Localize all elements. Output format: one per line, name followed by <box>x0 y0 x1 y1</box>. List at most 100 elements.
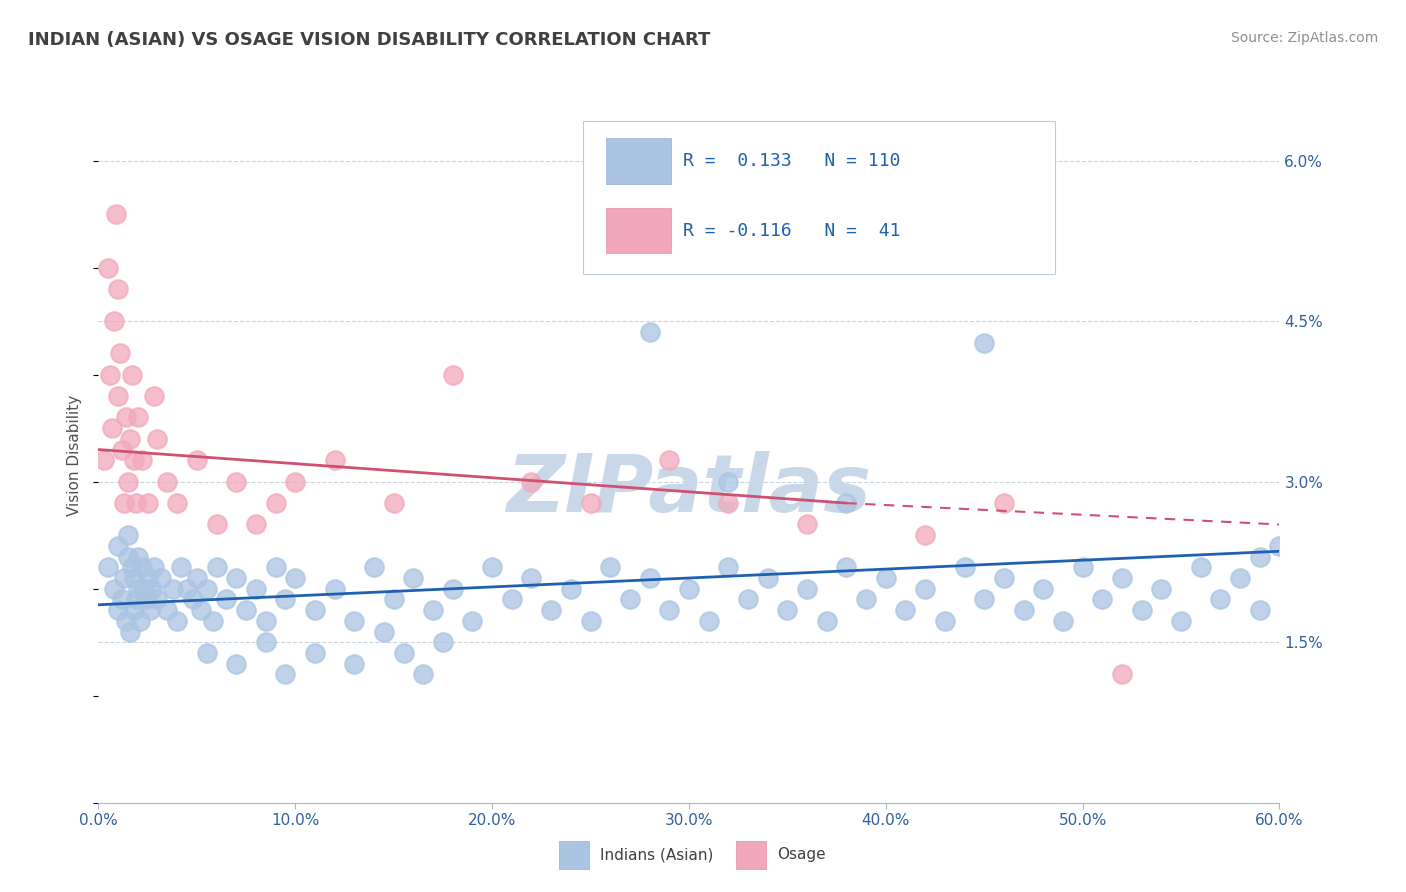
Point <box>97 560 120 574</box>
Point <box>441 368 464 382</box>
Text: Source: ZipAtlas.com: Source: ZipAtlas.com <box>1230 31 1378 45</box>
Point <box>776 603 799 617</box>
Point <box>205 560 228 574</box>
Point <box>934 614 956 628</box>
Point <box>717 560 740 574</box>
Point <box>1249 549 1271 564</box>
Point <box>225 475 247 489</box>
Point <box>697 614 720 628</box>
Y-axis label: Vision Disability: Vision Disability <box>67 394 83 516</box>
Point <box>1111 667 1133 681</box>
Point <box>107 389 129 403</box>
Point <box>225 571 247 585</box>
Point <box>108 346 131 360</box>
Point <box>245 582 267 596</box>
Point <box>122 453 145 467</box>
Point <box>894 603 917 617</box>
Point <box>264 560 287 574</box>
Point <box>132 582 155 596</box>
Point <box>638 325 661 339</box>
Point <box>323 582 346 596</box>
Point <box>107 282 129 296</box>
Point <box>579 614 602 628</box>
Point <box>1229 571 1251 585</box>
Point <box>284 571 307 585</box>
Point <box>520 475 543 489</box>
Point <box>103 582 125 596</box>
Point <box>343 614 366 628</box>
Point <box>304 603 326 617</box>
Point <box>796 517 818 532</box>
Point <box>107 539 129 553</box>
Point <box>101 421 124 435</box>
Point <box>756 571 779 585</box>
Point <box>215 592 238 607</box>
Point <box>993 571 1015 585</box>
Point <box>195 646 218 660</box>
Point <box>181 592 204 607</box>
Point <box>115 410 138 425</box>
Point <box>127 549 149 564</box>
Point <box>245 517 267 532</box>
Point <box>117 475 139 489</box>
Point <box>125 496 148 510</box>
Point <box>105 207 128 221</box>
Point <box>520 571 543 585</box>
Point <box>481 560 503 574</box>
Point <box>373 624 395 639</box>
Point <box>638 571 661 585</box>
Text: Osage: Osage <box>778 847 827 863</box>
Point <box>142 560 165 574</box>
Point <box>717 496 740 510</box>
Point <box>111 442 134 457</box>
Point <box>166 496 188 510</box>
Point <box>135 592 157 607</box>
Point <box>121 560 143 574</box>
Point <box>953 560 976 574</box>
Point <box>973 335 995 350</box>
Point <box>363 560 385 574</box>
FancyBboxPatch shape <box>737 841 766 869</box>
Point <box>599 560 621 574</box>
Point <box>737 592 759 607</box>
Point <box>993 496 1015 510</box>
Point <box>1071 560 1094 574</box>
Point <box>127 582 149 596</box>
Point <box>112 571 135 585</box>
Point <box>1111 571 1133 585</box>
Point <box>111 592 134 607</box>
Point <box>146 432 169 446</box>
Point <box>254 614 277 628</box>
Point <box>658 603 681 617</box>
Point <box>540 603 562 617</box>
Point <box>678 582 700 596</box>
Point <box>1249 603 1271 617</box>
Point <box>323 453 346 467</box>
Point <box>432 635 454 649</box>
Point <box>122 571 145 585</box>
Point <box>146 592 169 607</box>
Point <box>195 582 218 596</box>
Point <box>136 571 159 585</box>
Point <box>186 453 208 467</box>
Point <box>855 592 877 607</box>
Point <box>875 571 897 585</box>
Point <box>560 582 582 596</box>
Point <box>107 603 129 617</box>
FancyBboxPatch shape <box>606 138 671 184</box>
Point <box>117 549 139 564</box>
Point <box>658 453 681 467</box>
FancyBboxPatch shape <box>560 841 589 869</box>
Point <box>162 582 184 596</box>
Point <box>1150 582 1173 596</box>
Point <box>579 496 602 510</box>
Point <box>131 453 153 467</box>
Point <box>973 592 995 607</box>
Point <box>186 571 208 585</box>
Point <box>284 475 307 489</box>
Point <box>103 314 125 328</box>
Point <box>128 614 150 628</box>
Point <box>382 592 405 607</box>
Point <box>115 614 138 628</box>
Point <box>98 368 121 382</box>
